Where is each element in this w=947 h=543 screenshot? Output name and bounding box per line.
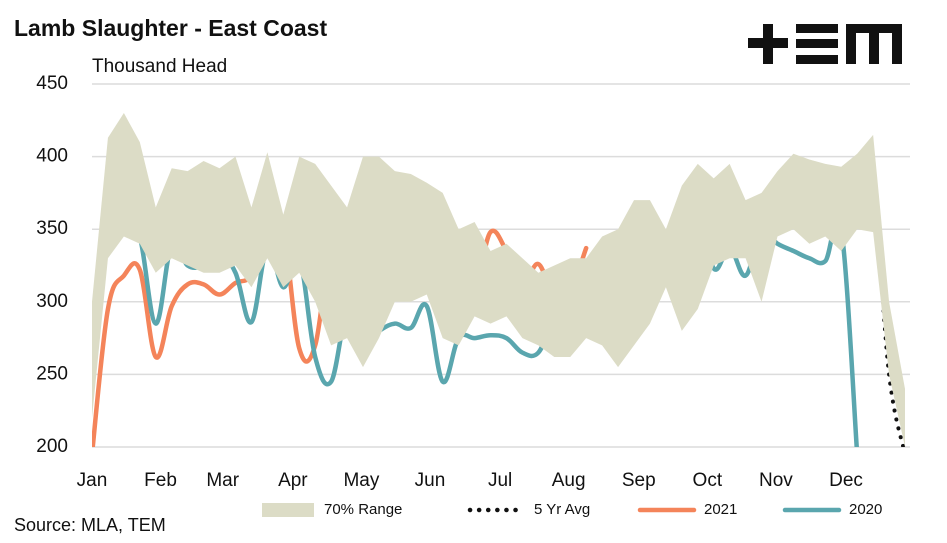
- x-tick-label: Jan: [77, 470, 108, 491]
- subtitle: Thousand Head: [92, 56, 227, 77]
- x-tick-label: Nov: [759, 470, 793, 491]
- y-tick-label: 450: [36, 73, 68, 94]
- legend-label: 5 Yr Avg: [534, 501, 590, 518]
- y-tick-label: 300: [36, 291, 68, 312]
- source: Source: MLA, TEM: [14, 515, 166, 535]
- y-tick-label: 250: [36, 363, 68, 384]
- x-tick-label: Apr: [278, 470, 308, 491]
- chart-title: Lamb Slaughter - East Coast: [14, 15, 327, 41]
- y-tick-label: 350: [36, 218, 68, 239]
- x-tick-label: Aug: [552, 470, 586, 491]
- x-tick-label: Sep: [622, 470, 656, 491]
- x-tick-label: Feb: [144, 470, 177, 491]
- y-tick-label: 400: [36, 146, 68, 167]
- range-band: [92, 113, 905, 447]
- x-tick-label: Jul: [488, 470, 512, 491]
- legend-label: 2021: [704, 501, 737, 518]
- x-tick-label: Jun: [415, 470, 446, 491]
- x-tick-label: May: [343, 470, 379, 491]
- x-tick-label: Oct: [693, 470, 723, 491]
- legend-label: 70% Range: [324, 501, 402, 518]
- legend-label: 2020: [849, 501, 882, 518]
- x-tick-label: Mar: [206, 470, 239, 491]
- x-tick-label: Dec: [829, 470, 863, 491]
- legend-swatch: [262, 503, 314, 517]
- y-tick-label: 200: [36, 436, 68, 457]
- logo: [748, 24, 902, 64]
